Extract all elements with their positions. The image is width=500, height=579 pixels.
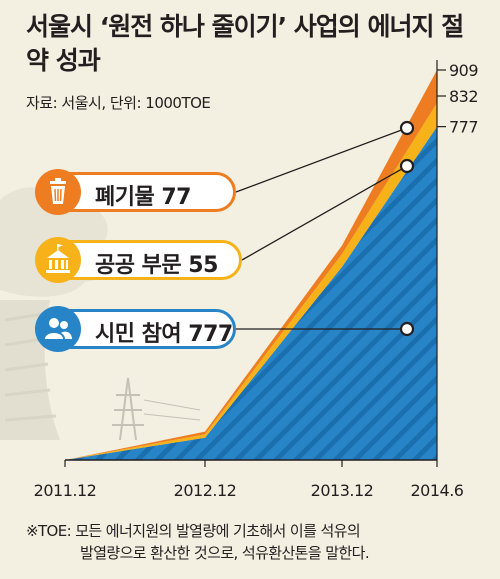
connector-citizen-dot — [399, 321, 415, 337]
trash-icon — [35, 169, 81, 215]
connector-waste-dot — [399, 120, 415, 136]
x-tick-label: 2014.6 — [411, 481, 464, 500]
footnote-line-2: 발열량으로 환산한 것으로, 석유환산톤을 말한다. — [80, 544, 370, 562]
end-value-label: 832 — [449, 87, 478, 106]
connector-lines — [235, 120, 415, 337]
x-tick-label: 2013.12 — [311, 481, 374, 500]
badge-waste: 폐기물 77 — [35, 169, 236, 215]
footnote-line-1: ※TOE: 모든 에너지원의 발열량에 기초해서 이를 석유의 — [26, 522, 361, 540]
end-value-label: 909 — [449, 61, 478, 80]
connector-public-dot — [399, 158, 415, 174]
source-note: 자료: 서울시, 단위: 1000TOE — [26, 94, 211, 112]
badge-citizen-label: 시민 참여 777 — [95, 322, 233, 347]
end-value-label: 777 — [449, 118, 478, 137]
footnote: ※TOE: 모든 에너지원의 발열량에 기초해서 이를 석유의 발열량으로 환산… — [26, 520, 486, 564]
connector-public-line — [241, 165, 408, 261]
badge-citizen: 시민 참여 777 — [35, 306, 236, 352]
x-axis: 2011.12 2012.12 2013.12 2014.6 — [34, 60, 464, 500]
people-icon — [35, 306, 81, 352]
chart-title: 서울시 ‘원전 하나 줄이기’ 사업의 에너지 절약 성과 — [26, 12, 464, 75]
area-citizen — [65, 126, 437, 460]
x-tick-label: 2012.12 — [174, 481, 237, 500]
government-building-icon — [35, 237, 81, 283]
connector-waste-line — [235, 127, 408, 193]
x-tick-label: 2011.12 — [34, 481, 97, 500]
end-value-labels: 909 832 777 — [437, 61, 479, 137]
badge-public-label: 공공 부문 55 — [95, 253, 218, 278]
badge-waste-label: 폐기물 77 — [95, 185, 192, 210]
area-layers — [65, 70, 437, 460]
badge-public: 공공 부문 55 — [35, 237, 242, 283]
